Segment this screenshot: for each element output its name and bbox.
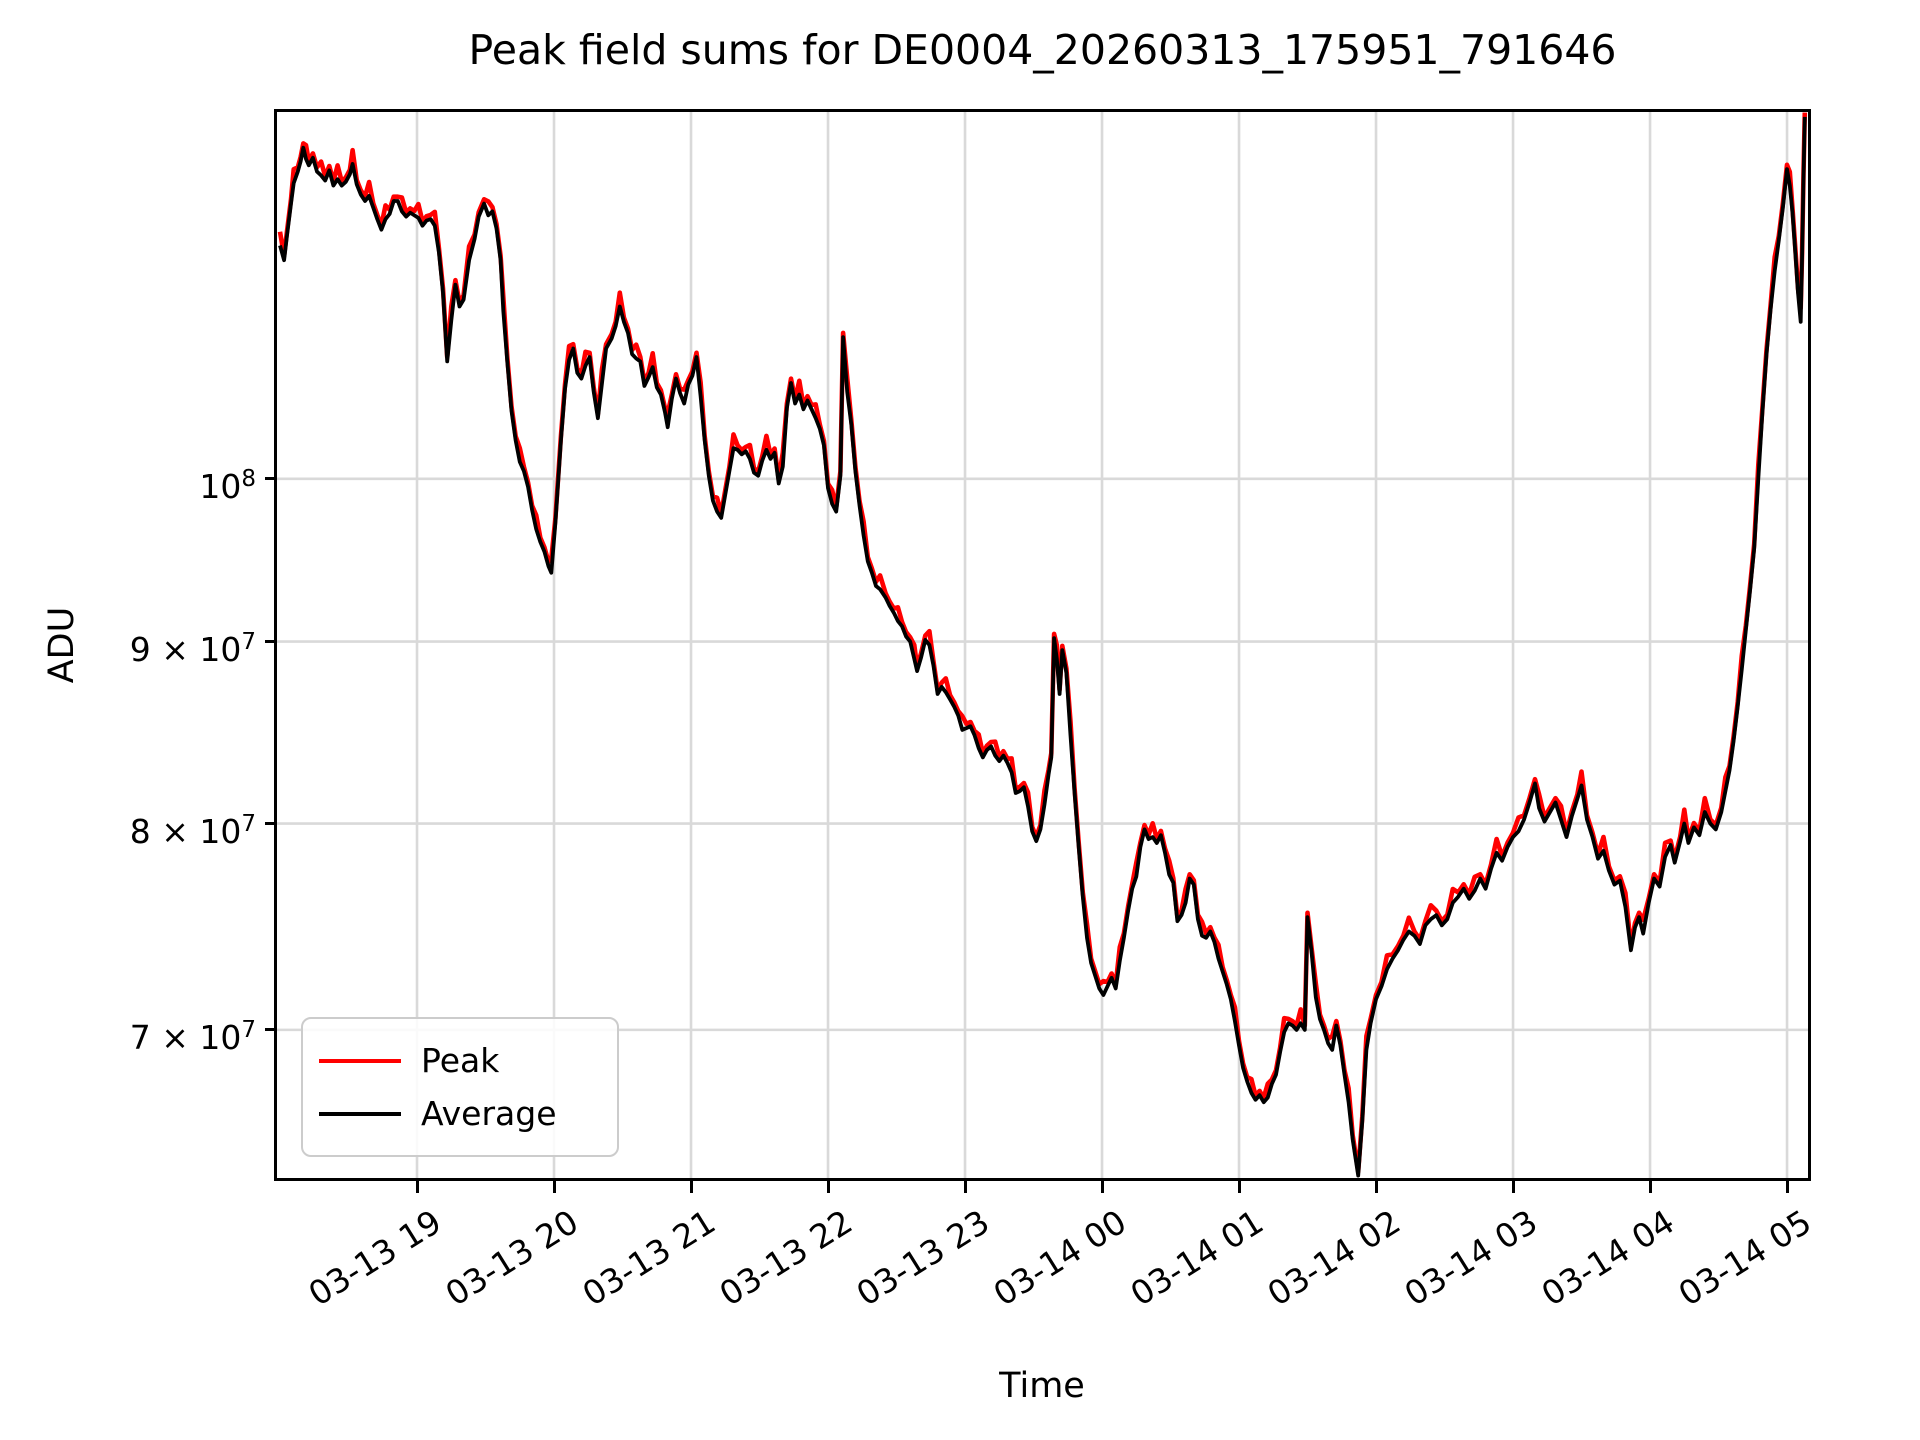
x-tick-label: 03-14 02 bbox=[1260, 1202, 1407, 1314]
x-tick-label: 03-13 23 bbox=[849, 1202, 996, 1314]
legend-line-sample bbox=[319, 1058, 401, 1063]
x-tick-mark bbox=[415, 1181, 419, 1193]
y-tick-label: 8 × 107 bbox=[129, 810, 256, 851]
chart-title: Peak field sums for DE0004_20260313_1759… bbox=[468, 26, 1617, 74]
x-tick-mark bbox=[1511, 1181, 1515, 1193]
legend-entry: Average bbox=[319, 1094, 617, 1133]
x-tick-label: 03-14 01 bbox=[1123, 1202, 1270, 1314]
legend-label: Peak bbox=[421, 1041, 500, 1080]
x-tick-mark bbox=[1100, 1181, 1104, 1193]
y-tick-mark bbox=[265, 477, 277, 481]
plot-area bbox=[277, 112, 1808, 1178]
x-tick-mark bbox=[552, 1181, 556, 1193]
legend-line-sample bbox=[319, 1111, 401, 1116]
y-tick-mark bbox=[265, 640, 277, 644]
x-axis-label: Time bbox=[999, 1366, 1085, 1406]
x-tick-mark bbox=[689, 1181, 693, 1193]
x-tick-label: 03-13 20 bbox=[438, 1202, 585, 1314]
legend: Peak Average bbox=[301, 1017, 619, 1157]
y-tick-label: 9 × 107 bbox=[129, 628, 256, 669]
series-average-line bbox=[278, 116, 1807, 1178]
y-tick-mark bbox=[265, 822, 277, 826]
x-tick-mark bbox=[826, 1181, 830, 1193]
x-tick-mark bbox=[1374, 1181, 1378, 1193]
legend-label: Average bbox=[421, 1094, 557, 1133]
x-tick-mark bbox=[963, 1181, 967, 1193]
x-tick-label: 03-14 00 bbox=[986, 1202, 1133, 1314]
y-tick-label: 7 × 107 bbox=[129, 1016, 256, 1057]
x-tick-label: 03-13 21 bbox=[575, 1202, 722, 1314]
axes-frame bbox=[274, 109, 1811, 1181]
x-tick-label: 03-14 03 bbox=[1397, 1202, 1544, 1314]
x-tick-mark bbox=[1237, 1181, 1241, 1193]
x-tick-label: 03-13 22 bbox=[712, 1202, 859, 1314]
x-tick-label: 03-14 05 bbox=[1671, 1202, 1818, 1314]
x-tick-mark bbox=[1648, 1181, 1652, 1193]
x-tick-label: 03-13 19 bbox=[301, 1202, 448, 1314]
y-tick-label: 108 bbox=[199, 465, 256, 506]
y-tick-mark bbox=[265, 1028, 277, 1032]
x-tick-mark bbox=[1785, 1181, 1789, 1193]
x-tick-label: 03-14 04 bbox=[1534, 1202, 1681, 1314]
legend-entry: Peak bbox=[319, 1041, 617, 1080]
